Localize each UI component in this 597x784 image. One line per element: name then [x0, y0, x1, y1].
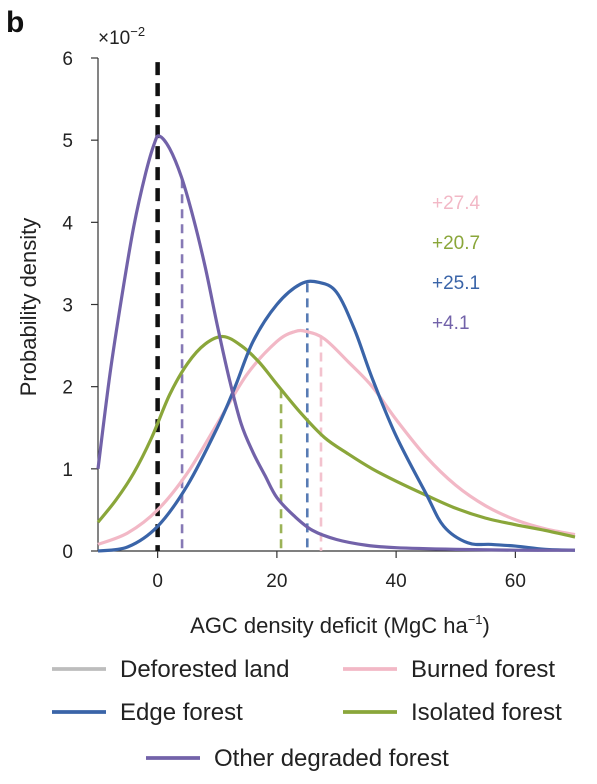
y-multiplier-base: ×10	[98, 28, 130, 49]
legend-label: Edge forest	[120, 699, 243, 726]
legend-label: Deforested land	[120, 656, 289, 683]
x-tick-label: 0	[152, 571, 163, 592]
legend-label: Isolated forest	[411, 699, 562, 726]
y-axis: 0 1 2 3 4 5 6	[62, 49, 99, 563]
mean-lines	[155, 62, 323, 551]
y-axis-title: Probability density	[16, 218, 41, 397]
legend-label: Burned forest	[411, 656, 555, 683]
mean-annotation-burned-forest: +27.4	[432, 193, 481, 214]
y-tick-label: 4	[62, 213, 73, 234]
mean-annotation-other-degraded-forest: +4.1	[432, 313, 470, 334]
y-tick-label: 0	[62, 542, 73, 563]
legend-item-burned-forest: Burned forest	[343, 656, 555, 683]
mean-annotations: +27.4 +20.7 +25.1 +4.1	[432, 193, 481, 334]
panel-label: b	[6, 6, 24, 39]
x-tick-label: 40	[386, 571, 407, 592]
legend-item-isolated-forest: Isolated forest	[343, 699, 562, 726]
legend-label: Other degraded forest	[214, 745, 449, 772]
x-axis-title-end: )	[483, 613, 490, 638]
curve-other-degraded-forest	[96, 134, 576, 552]
curve-isolated-forest	[96, 334, 576, 539]
x-axis-title-sup: −1	[468, 612, 483, 627]
y-multiplier: ×10−2	[98, 24, 145, 49]
mean-annotation-isolated-forest: +20.7	[432, 233, 480, 254]
y-tick-label: 5	[62, 131, 73, 152]
x-axis-title-main: AGC density deficit (MgC ha	[190, 613, 468, 638]
x-axis: 0 20 40 60	[98, 550, 575, 592]
y-tick-label: 6	[62, 49, 73, 70]
y-tick-label: 2	[62, 378, 73, 399]
x-tick-label: 60	[505, 571, 526, 592]
mean-annotation-edge-forest: +25.1	[432, 273, 480, 294]
legend-item-other-degraded-forest: Other degraded forest	[146, 745, 449, 772]
x-axis-title: AGC density deficit (MgC ha−1)	[190, 612, 490, 638]
y-multiplier-exponent: −2	[130, 24, 145, 39]
curve-edge-forest	[97, 279, 576, 553]
density-curves	[96, 134, 576, 553]
y-tick-label: 3	[62, 296, 73, 317]
y-tick-label: 1	[62, 460, 73, 481]
curve-burned-forest	[97, 328, 576, 546]
legend-item-edge-forest: Edge forest	[52, 699, 243, 726]
legend-item-deforested-land: Deforested land	[52, 656, 289, 683]
x-tick-label: 20	[266, 571, 287, 592]
legend: Deforested land Burned forest Edge forest I…	[52, 656, 562, 772]
